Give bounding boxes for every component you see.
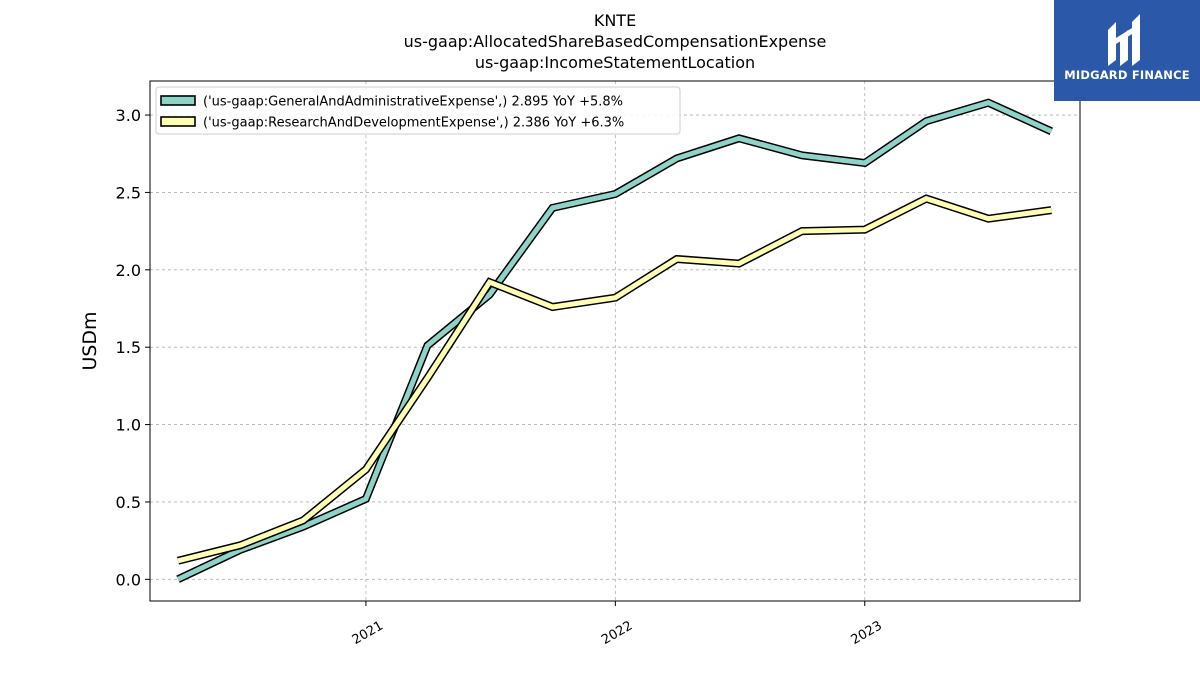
legend-swatch (160, 116, 196, 127)
series-outline-0 (176, 98, 1053, 583)
y-tick-label: 2.5 (116, 183, 141, 202)
y-tick-label: 2.0 (116, 261, 141, 280)
legend-label: ('us-gaap:GeneralAndAdministrativeExpens… (203, 95, 623, 110)
x-tick-label: 2022 (599, 618, 635, 648)
legend-swatch (160, 95, 196, 106)
series-line-0 (176, 100, 1053, 582)
y-tick-label: 0.0 (116, 570, 141, 589)
chart-subtitle-location: us-gaap:IncomeStatementLocation (474, 53, 756, 72)
chart-title: KNTE (593, 11, 637, 30)
series-layer (176, 98, 1053, 583)
legend: ('us-gaap:GeneralAndAdministrativeExpens… (155, 86, 681, 135)
legend-label: ('us-gaap:ResearchAndDevelopmentExpense'… (203, 116, 624, 131)
y-tick-label: 1.5 (116, 338, 141, 357)
legend-box (155, 86, 681, 135)
midgard-logo-icon (1108, 14, 1140, 66)
x-tick-label: 2021 (350, 618, 386, 648)
logo-text: MIDGARD FINANCE (1064, 68, 1190, 82)
series-line-1 (177, 195, 1052, 564)
axes: 0.0 0.5 1.0 1.5 2.0 2.5 3.0 2021 2022 2023 (116, 106, 885, 648)
chart-title-block: KNTE us-gaap:AllocatedShareBasedCompensa… (150, 10, 1080, 73)
y-tick-label: 3.0 (116, 106, 141, 125)
y-tick-label: 1.0 (116, 416, 141, 435)
midgard-finance-logo: MIDGARD FINANCE (1054, 0, 1200, 101)
series-outline-1 (177, 194, 1052, 565)
x-tick-label: 2023 (849, 618, 885, 648)
y-tick-label: 0.5 (116, 493, 141, 512)
y-axis-label: USDm (79, 311, 101, 370)
chart-subtitle-concept: us-gaap:AllocatedShareBasedCompensationE… (403, 32, 827, 51)
